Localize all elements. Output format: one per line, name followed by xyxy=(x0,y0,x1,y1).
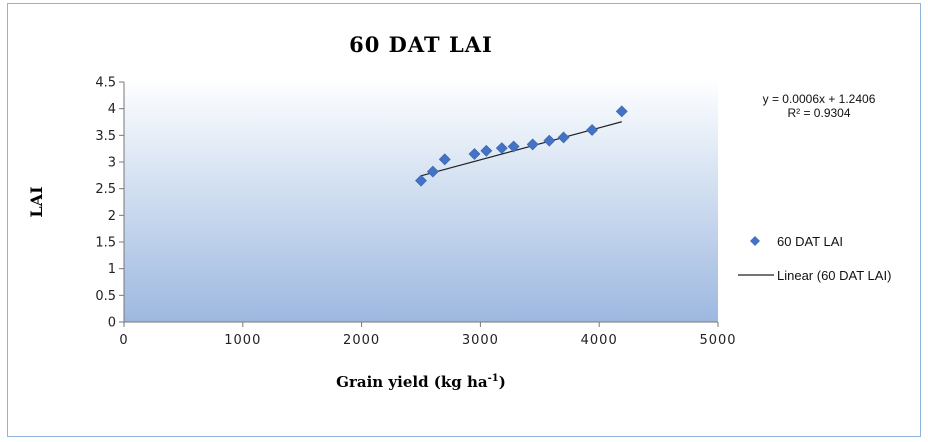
y-tick-label: 3.5 xyxy=(95,129,116,144)
y-tick-label: 2 xyxy=(108,209,116,224)
x-tick-label: 1000 xyxy=(224,333,261,348)
data-point xyxy=(507,140,520,153)
y-tick-label: 2.5 xyxy=(95,182,116,197)
x-axis-label-end: ) xyxy=(499,373,506,391)
y-tick-label: 4.5 xyxy=(95,76,116,91)
data-point xyxy=(480,144,493,157)
data-point xyxy=(426,165,439,178)
legend-trendline-label: Linear (60 DAT LAI) xyxy=(777,268,891,283)
y-tick-label: 0 xyxy=(108,316,116,331)
y-tick-label: 1.5 xyxy=(95,236,116,251)
data-point xyxy=(557,131,570,144)
legend-series-label: 60 DAT LAI xyxy=(777,234,843,249)
y-tick-label: 4 xyxy=(108,102,116,117)
x-axis-label-sup: -1 xyxy=(488,373,499,384)
trendline-r2: R² = 0.9304 xyxy=(787,106,850,120)
y-axis-label: LAI xyxy=(27,186,46,217)
data-point xyxy=(526,138,539,151)
y-tick-label: 1 xyxy=(108,262,116,277)
chart-title: 60 DAT LAI xyxy=(349,32,493,57)
chart-frame: 60 DAT LAI LAI Grain yield (kg ha-1) 0 0.… xyxy=(7,3,921,437)
data-point xyxy=(586,124,598,136)
trendline-equation: y = 0.0006x + 1.2406 xyxy=(763,92,876,106)
x-tick-label: 4000 xyxy=(581,333,618,348)
data-point xyxy=(495,142,508,155)
legend: 60 DAT LAI Linear (60 DAT LAI) xyxy=(738,234,891,283)
x-axis-label: Grain yield (kg ha-1) xyxy=(336,373,506,391)
x-tick-label: 5000 xyxy=(699,333,736,348)
y-tick-label: 0.5 xyxy=(95,289,116,304)
x-tick-label: 0 xyxy=(119,333,128,348)
chart: 60 DAT LAI LAI Grain yield (kg ha-1) 0 0.… xyxy=(27,32,891,391)
legend-marker-diamond xyxy=(750,236,760,246)
data-point xyxy=(468,148,481,160)
plot-area xyxy=(124,82,718,322)
x-axis-label-main: Grain yield (kg ha xyxy=(336,373,488,391)
x-tick-label: 2000 xyxy=(343,333,380,348)
data-point xyxy=(543,134,556,147)
y-tick-label: 3 xyxy=(108,156,116,171)
x-tick-label: 3000 xyxy=(462,333,499,348)
data-point xyxy=(415,174,427,187)
axes: 0 0.5 1 1.5 2 2.5 3 3.5 4 4.5 0 1000 2000 3000 4000 500… xyxy=(95,76,736,349)
data-point xyxy=(615,105,628,118)
data-points xyxy=(415,105,628,187)
data-point xyxy=(438,153,451,166)
